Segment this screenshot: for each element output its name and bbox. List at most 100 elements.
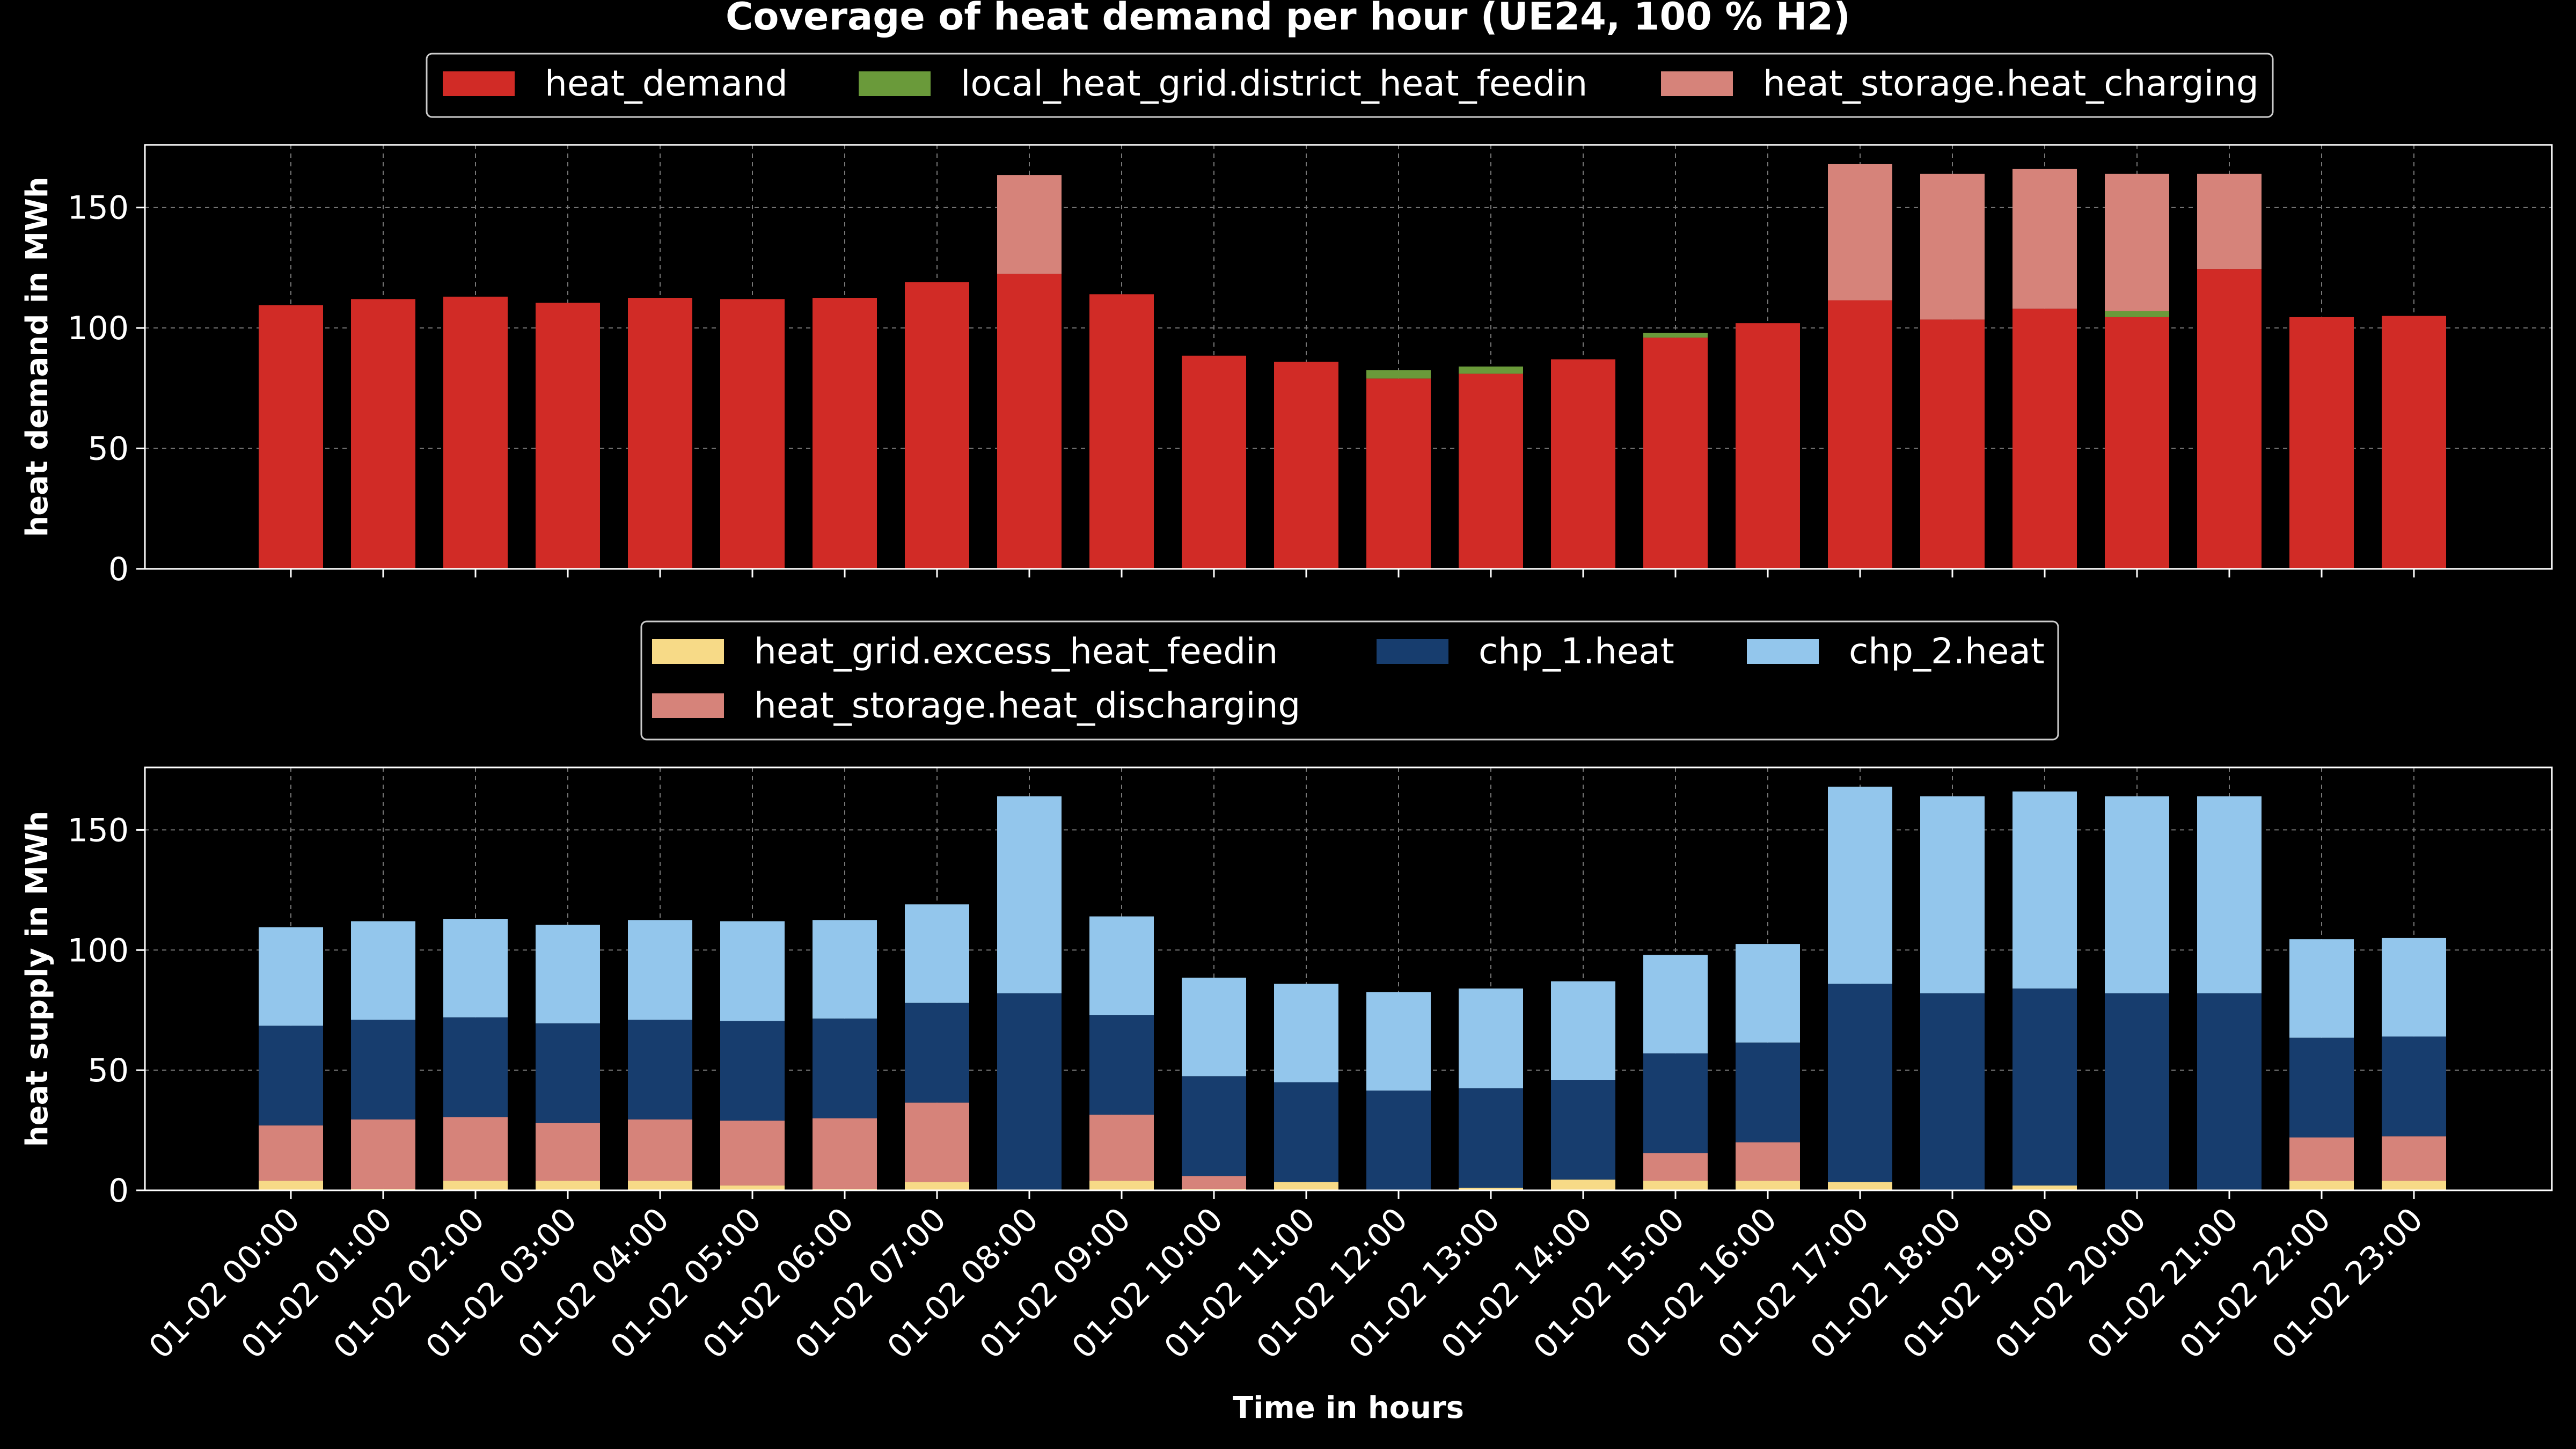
- bar-heat-storage-heat-charging: [2012, 169, 2077, 309]
- bar-chp-1-heat: [2382, 1036, 2446, 1137]
- bar-heat-demand: [1828, 300, 1892, 569]
- bar-heat-storage-heat-discharging: [1643, 1153, 1708, 1181]
- y-tick-label: 0: [108, 1172, 129, 1210]
- bar-heat-demand: [813, 298, 877, 569]
- bar-heat-demand: [1366, 378, 1431, 569]
- bar-heat-storage-heat-discharging: [720, 1121, 785, 1186]
- bar-chp-1-heat: [536, 1023, 600, 1123]
- bar-heat-grid-excess-heat-feedin: [259, 1181, 323, 1190]
- bar-heat-grid-excess-heat-feedin: [2289, 1181, 2354, 1190]
- legend-swatch: [1661, 71, 1733, 96]
- bar-chp-2-heat: [813, 920, 877, 1019]
- legend-swatch: [652, 639, 724, 664]
- bar-heat-grid-excess-heat-feedin: [1274, 1182, 1338, 1190]
- bar-chp-2-heat: [905, 904, 969, 1003]
- bars: [259, 164, 2446, 569]
- bar-heat-storage-heat-charging: [2197, 173, 2262, 269]
- bar-heat-demand: [1274, 361, 1338, 569]
- bar-heat-storage-heat-discharging: [905, 1102, 969, 1182]
- legend-swatch: [859, 71, 931, 96]
- bar-heat-demand: [259, 305, 323, 569]
- bar-heat-demand: [536, 303, 600, 569]
- bar-heat-grid-excess-heat-feedin: [1551, 1179, 1615, 1190]
- y-tick-label: 150: [67, 811, 129, 849]
- legend-entry: local_heat_grid.district_heat_feedin: [961, 63, 1587, 104]
- bar-heat-grid-excess-heat-feedin: [443, 1181, 508, 1190]
- bar-heat-demand: [2105, 317, 2169, 569]
- bar-heat-storage-heat-discharging: [443, 1117, 508, 1181]
- y-tick-label: 50: [88, 1052, 129, 1089]
- y-tick-label: 100: [67, 932, 129, 969]
- bar-chp-1-heat: [2289, 1037, 2354, 1138]
- bar-heat-demand: [905, 282, 969, 569]
- bar-heat-storage-heat-charging: [1920, 173, 1985, 320]
- bar-chp-1-heat: [997, 993, 1062, 1190]
- bar-chp-1-heat: [1920, 993, 1985, 1190]
- legend-entry: heat_storage.heat_charging: [1763, 63, 2259, 104]
- legend-box: [640, 620, 2059, 741]
- bar-heat-grid-excess-heat-feedin: [1643, 1181, 1708, 1190]
- bar-heat-grid-excess-heat-feedin: [536, 1181, 600, 1190]
- bar-heat-demand: [1182, 355, 1246, 569]
- legend-entry: chp_1.heat: [1479, 631, 1674, 672]
- bar-chp-1-heat: [628, 1020, 692, 1119]
- bar-chp-1-heat: [905, 1002, 969, 1103]
- axes-frame: [144, 144, 2553, 570]
- legend-swatch: [1377, 639, 1448, 664]
- y-tick-label: 100: [67, 310, 129, 347]
- bar-chp-1-heat: [1643, 1053, 1708, 1153]
- bar-chp-2-heat: [1274, 983, 1338, 1082]
- bar-chp-2-heat: [1920, 796, 1985, 993]
- bar-chp-2-heat: [2105, 796, 2169, 993]
- bar-chp-2-heat: [1736, 944, 1800, 1043]
- legend-entry: heat_storage.heat_discharging: [754, 685, 1300, 726]
- bars: [259, 786, 2446, 1190]
- bar-local-heat-grid-district-heat-feedin: [2105, 311, 2169, 317]
- bar-heat-demand: [2197, 269, 2262, 569]
- legend-swatch: [652, 693, 724, 718]
- x-axis-label: Time in hours: [1233, 1391, 1464, 1425]
- bar-chp-2-heat: [1089, 916, 1154, 1015]
- bar-chp-2-heat: [2197, 796, 2262, 993]
- bar-heat-grid-excess-heat-feedin: [1089, 1181, 1154, 1190]
- bar-heat-storage-heat-discharging: [813, 1118, 877, 1189]
- bar-heat-demand: [1551, 359, 1615, 569]
- bar-chp-1-heat: [1828, 983, 1892, 1182]
- bar-local-heat-grid-district-heat-feedin: [1366, 370, 1431, 379]
- bar-chp-1-heat: [1089, 1015, 1154, 1115]
- bar-heat-demand: [997, 274, 1062, 569]
- bar-chp-2-heat: [628, 920, 692, 1020]
- bar-heat-grid-excess-heat-feedin: [1736, 1181, 1800, 1190]
- bar-heat-storage-heat-charging: [997, 175, 1062, 274]
- bar-heat-grid-excess-heat-feedin: [2012, 1185, 2077, 1190]
- bar-chp-2-heat: [1459, 988, 1523, 1088]
- bar-chp-2-heat: [2382, 938, 2446, 1037]
- bar-chp-1-heat: [1182, 1076, 1246, 1176]
- bar-heat-storage-heat-discharging: [1089, 1114, 1154, 1181]
- bar-chp-2-heat: [1182, 977, 1246, 1077]
- y-tick-label: 50: [88, 430, 129, 468]
- bar-heat-demand: [2012, 309, 2077, 569]
- y-axis-label: heat demand in MWh: [20, 177, 55, 537]
- legend-entry: heat_grid.excess_heat_feedin: [754, 631, 1278, 672]
- bar-chp-1-heat: [720, 1021, 785, 1121]
- bar-heat-storage-heat-discharging: [2382, 1136, 2446, 1181]
- bar-chp-1-heat: [351, 1020, 415, 1119]
- bar-chp-2-heat: [1366, 992, 1431, 1091]
- bar-chp-2-heat: [997, 796, 1062, 993]
- bar-chp-1-heat: [813, 1018, 877, 1118]
- bar-heat-grid-excess-heat-feedin: [905, 1182, 969, 1190]
- chart-panel-1: 0 50 100 150 heat demand in MWh heat_demand lo…: [20, 53, 2553, 588]
- bar-heat-grid-excess-heat-feedin: [1828, 1182, 1892, 1190]
- legend: heat_grid.excess_heat_feedin chp_1.heat ch…: [640, 620, 2059, 741]
- bar-chp-1-heat: [2012, 988, 2077, 1186]
- bar-chp-1-heat: [2197, 993, 2262, 1190]
- bar-heat-demand: [2382, 316, 2446, 569]
- bar-heat-storage-heat-discharging: [1736, 1142, 1800, 1181]
- bar-heat-demand: [443, 296, 508, 569]
- bar-chp-2-heat: [536, 925, 600, 1023]
- bar-heat-demand: [1920, 319, 1985, 569]
- legend-swatch: [443, 71, 515, 96]
- bar-chp-2-heat: [1551, 981, 1615, 1080]
